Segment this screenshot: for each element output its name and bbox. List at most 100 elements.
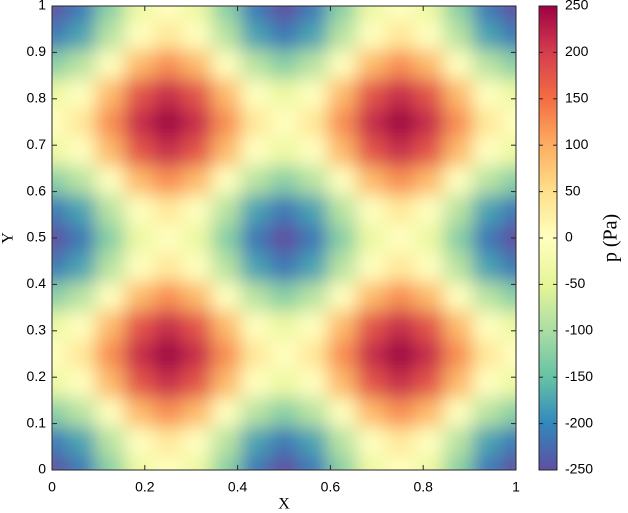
field-cell: [52, 455, 68, 470]
field-cell: [327, 223, 358, 254]
field-cell: [182, 20, 213, 51]
field-cell: [414, 107, 445, 138]
field-cell: [443, 426, 474, 457]
field-cell: [269, 455, 300, 470]
field-cell: [472, 252, 503, 283]
field-cell: [66, 455, 97, 470]
field-cell: [240, 49, 271, 80]
field-cell: [153, 223, 184, 254]
field-cell: [211, 455, 242, 470]
field-cell: [124, 339, 155, 370]
field-cell: [501, 136, 516, 167]
field-cell: [240, 78, 271, 109]
field-cell: [501, 368, 516, 399]
field-cell: [182, 136, 213, 167]
field-cell: [472, 455, 503, 470]
field-cell: [153, 107, 184, 138]
field-cell: [153, 339, 184, 370]
field-cell: [124, 281, 155, 312]
field-cell: [356, 49, 387, 80]
field-cell: [414, 426, 445, 457]
field-cell: [182, 397, 213, 428]
field-cell: [501, 281, 516, 312]
field-cell: [472, 78, 503, 109]
field-cell: [240, 136, 271, 167]
y-tick-label: 0.7: [27, 136, 47, 152]
x-tick-label: 1: [512, 479, 520, 495]
field-cell: [52, 223, 68, 254]
field-cell: [385, 455, 416, 470]
field-cell: [501, 455, 516, 470]
field-cell: [211, 136, 242, 167]
field-cell: [472, 339, 503, 370]
field-cell: [443, 252, 474, 283]
field-cell: [95, 136, 126, 167]
field-cell: [385, 223, 416, 254]
field-cell: [211, 368, 242, 399]
field-cell: [472, 397, 503, 428]
field-cell: [472, 20, 503, 51]
colorbar-tick-label: -150: [565, 368, 593, 384]
field-cell: [211, 194, 242, 225]
field-cell: [414, 339, 445, 370]
field-cell: [414, 20, 445, 51]
field-cell: [153, 397, 184, 428]
field-cell: [95, 397, 126, 428]
field-cell: [240, 339, 271, 370]
field-cell: [385, 194, 416, 225]
field-cell: [472, 107, 503, 138]
x-tick-label: 0.8: [413, 479, 433, 495]
field-cell: [240, 397, 271, 428]
field-cell: [124, 165, 155, 196]
field-cell: [211, 397, 242, 428]
field-cell: [298, 252, 329, 283]
field-cell: [269, 426, 300, 457]
field-cell: [356, 136, 387, 167]
field-cell: [95, 455, 126, 470]
colorbar-tick-label: -200: [565, 414, 593, 430]
field-cell: [95, 194, 126, 225]
field-cell: [501, 397, 516, 428]
field-cell: [153, 368, 184, 399]
field-cell: [52, 49, 68, 80]
field-cell: [240, 455, 271, 470]
field-cell: [153, 165, 184, 196]
field-cell: [501, 223, 516, 254]
colorbar-tick-label: 200: [565, 43, 589, 59]
field-cell: [52, 281, 68, 312]
field-cell: [269, 78, 300, 109]
field-cell: [95, 310, 126, 341]
field-cell: [472, 281, 503, 312]
field-cell: [52, 20, 68, 51]
field-cell: [124, 78, 155, 109]
field-cell: [124, 20, 155, 51]
field-cell: [501, 165, 516, 196]
field-cell: [298, 223, 329, 254]
field-cell: [153, 194, 184, 225]
y-tick-label: 0.1: [27, 414, 47, 430]
field-cell: [95, 78, 126, 109]
field-cell: [298, 194, 329, 225]
field-cell: [95, 223, 126, 254]
field-cell: [269, 136, 300, 167]
field-cell: [124, 49, 155, 80]
field-cell: [327, 78, 358, 109]
y-tick-label: 0.6: [27, 182, 47, 198]
field-cell: [385, 49, 416, 80]
field-cell: [385, 136, 416, 167]
x-tick-label: 0.4: [228, 479, 248, 495]
field-cell: [298, 165, 329, 196]
field-cell: [211, 107, 242, 138]
field-cell: [124, 252, 155, 283]
field-cell: [182, 49, 213, 80]
field-cell: [66, 107, 97, 138]
field-cell: [153, 426, 184, 457]
field-cell: [211, 281, 242, 312]
field-cell: [95, 281, 126, 312]
field-cell: [95, 339, 126, 370]
field-cell: [298, 107, 329, 138]
field-cell: [443, 194, 474, 225]
field-cell: [298, 136, 329, 167]
field-cell: [385, 368, 416, 399]
field-cell: [269, 107, 300, 138]
